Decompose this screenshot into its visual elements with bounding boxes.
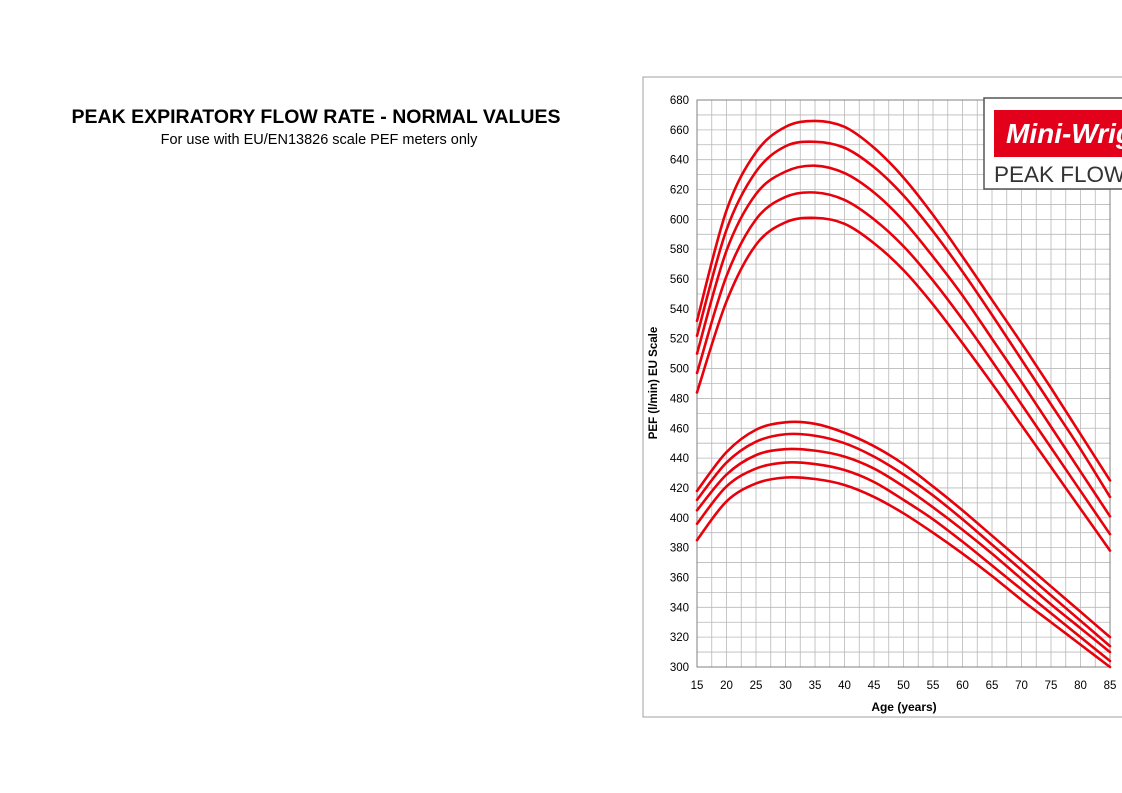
y-tick-label: 660 [670, 125, 689, 137]
y-tick-label: 640 [670, 155, 689, 167]
x-tick-label: 80 [1074, 680, 1087, 692]
y-tick-label: 540 [670, 304, 689, 316]
y-axis-label: PEF (l/min) EU Scale [648, 327, 660, 439]
x-tick-label: 35 [809, 680, 822, 692]
plot-area [696, 99, 1111, 668]
y-tick-label: 340 [670, 602, 689, 614]
series-line-6 [695, 420, 1112, 639]
x-tick-label: 70 [1015, 680, 1028, 692]
x-tick-labels: 15 20 25 30 35 40 45 50 55 60 65 70 75 80 85 [691, 680, 1117, 692]
logo-caption-text: PEAK FLOW METER [994, 162, 1122, 187]
series-line-8 [695, 447, 1112, 654]
series-layer [695, 119, 1112, 669]
x-tick-label: 60 [956, 680, 969, 692]
page-title: PEAK EXPIRATORY FLOW RATE - NORMAL VALUE… [71, 106, 561, 128]
series-line-10 [695, 475, 1112, 669]
brand-logo: Mini-Wright PEAK FLOW METER [983, 97, 1122, 190]
y-tick-label: 400 [670, 513, 689, 525]
y-tick-label: 460 [670, 423, 689, 435]
series-line-2 [695, 140, 1112, 499]
y-tick-label: 420 [670, 483, 689, 495]
x-tick-label: 30 [779, 680, 792, 692]
series-line-3 [695, 164, 1112, 518]
y-tick-label: 360 [670, 572, 689, 584]
x-tick-label: 65 [986, 680, 999, 692]
x-tick-label: 40 [838, 680, 851, 692]
x-tick-label: 75 [1045, 680, 1058, 692]
page-subtitle: For use with EU/EN13826 scale PEF meters… [160, 132, 478, 148]
y-tick-label: 300 [670, 662, 689, 674]
x-tick-label: 85 [1104, 680, 1117, 692]
x-tick-label: 50 [897, 680, 910, 692]
y-tick-label: 480 [670, 393, 689, 405]
y-tick-label: 600 [670, 214, 689, 226]
series-line-9 [695, 461, 1112, 663]
series-line-1 [695, 119, 1112, 482]
logo-brand-text: Mini-Wright [1006, 118, 1122, 149]
series-line-4 [695, 191, 1112, 536]
y-tick-label: 320 [670, 632, 689, 644]
series-line-7 [695, 432, 1112, 648]
x-tick-label: 45 [868, 680, 881, 692]
y-tick-label: 680 [670, 95, 689, 107]
y-tick-label: 380 [670, 543, 689, 555]
x-tick-label: 15 [691, 680, 704, 692]
logo-banner [994, 110, 1122, 157]
y-tick-label: 520 [670, 334, 689, 346]
y-tick-label: 620 [670, 185, 689, 197]
y-tick-label: 500 [670, 364, 689, 376]
x-tick-label: 20 [720, 680, 733, 692]
x-axis-label: Age (years) [871, 700, 936, 714]
y-tick-labels: 300 320 340 360 380 400 420 440 460 480 500 520 540 5… [670, 95, 689, 674]
y-tick-label: 440 [670, 453, 689, 465]
series-line-5 [695, 216, 1112, 552]
x-tick-label: 55 [927, 680, 940, 692]
x-tick-label: 25 [750, 680, 763, 692]
y-tick-label: 560 [670, 274, 689, 286]
y-tick-label: 580 [670, 244, 689, 256]
